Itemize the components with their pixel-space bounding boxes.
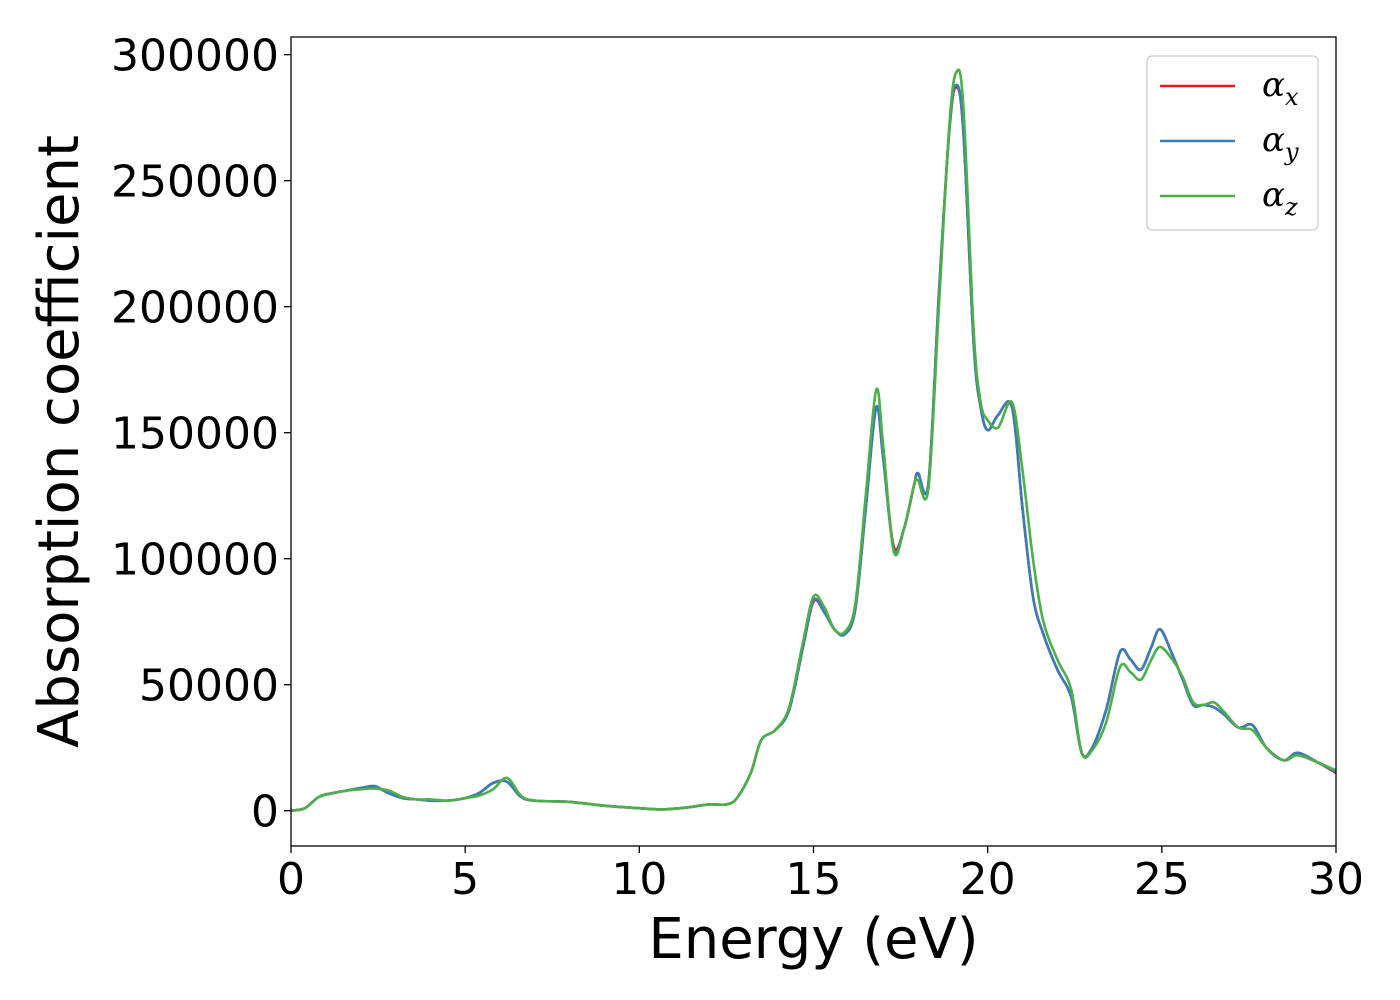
- series-lines: [291, 68, 1336, 813]
- x-tick-label: 25: [1134, 854, 1190, 905]
- x-tick-label: 5: [451, 854, 479, 905]
- y-axis-label: Absorption coefficient: [27, 135, 92, 748]
- axis-ticks: 0 5 10 15 20 25 30 0 50000 100000 150000 200000 2500…: [111, 31, 1364, 905]
- legend-label-alpha-y: αy: [1262, 120, 1299, 166]
- legend-label-alpha-z: αz: [1262, 175, 1298, 221]
- x-tick-label: 20: [960, 854, 1016, 905]
- y-tick-label: 50000: [139, 661, 279, 712]
- y-tick-label: 100000: [111, 535, 279, 586]
- y-tick-label: 0: [251, 787, 279, 838]
- y-tick-label: 200000: [111, 283, 279, 334]
- x-axis-label: Energy (eV): [648, 907, 978, 972]
- x-tick-label: 15: [786, 854, 842, 905]
- x-tick-label: 0: [277, 854, 305, 905]
- legend: αx αy αz: [1146, 55, 1319, 231]
- y-tick-label: 300000: [111, 31, 279, 82]
- y-tick-label: 250000: [111, 157, 279, 208]
- legend-label-alpha-x: αx: [1262, 65, 1299, 111]
- y-tick-label: 150000: [111, 409, 279, 460]
- x-tick-label: 10: [611, 854, 667, 905]
- x-tick-label: 30: [1308, 854, 1364, 905]
- series-line-alpha-z: [291, 68, 1336, 813]
- legend-box: [1146, 55, 1319, 231]
